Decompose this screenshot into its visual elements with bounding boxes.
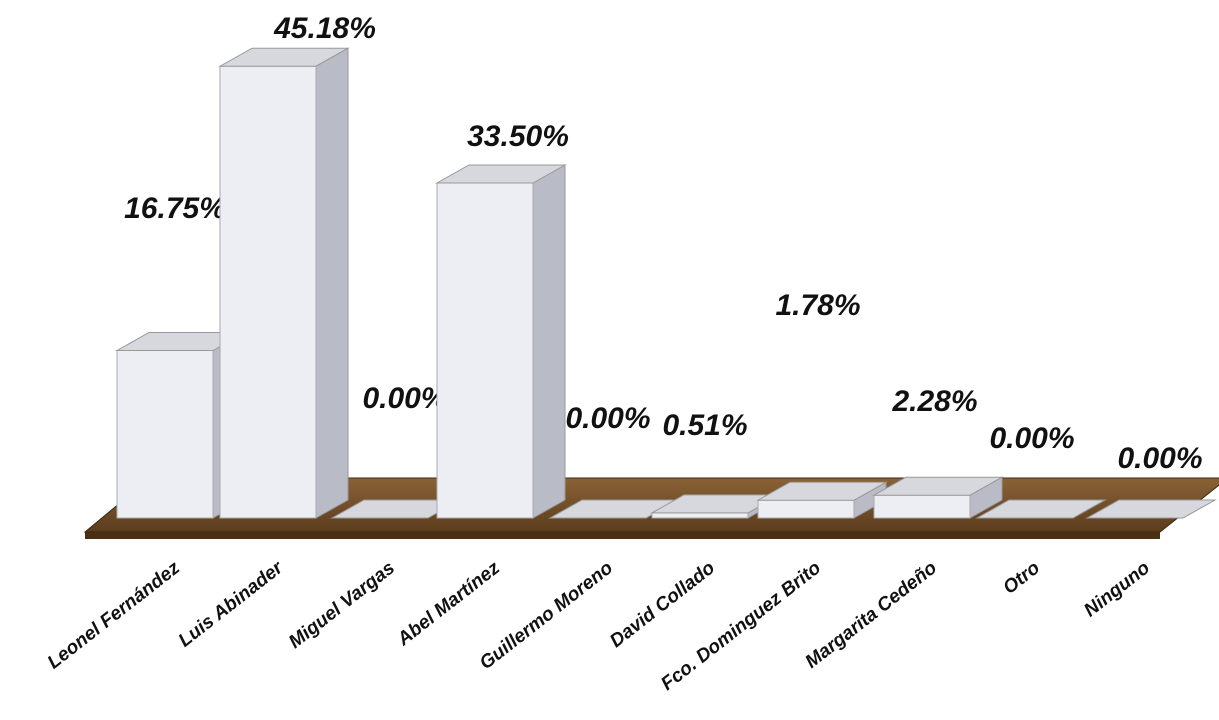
- category-label: Leonel Fernández: [44, 557, 185, 673]
- bar: [757, 499, 855, 519]
- floor-edge: [85, 532, 1160, 539]
- bar-top: [756, 481, 888, 501]
- value-label: 1.78%: [775, 289, 860, 322]
- bar-top: [435, 164, 567, 184]
- value-label: 0.00%: [362, 382, 447, 415]
- category-label: Luis Abinader: [175, 556, 288, 651]
- value-label: 0.00%: [989, 422, 1074, 455]
- value-label: 45.18%: [273, 12, 376, 45]
- value-label: 0.51%: [662, 409, 747, 442]
- category-label: Miguel Vargas: [285, 557, 399, 652]
- bar-top: [872, 476, 1004, 496]
- value-label: 0.00%: [1117, 442, 1202, 475]
- bar-top: [975, 499, 1107, 519]
- category-label: David Collado: [606, 557, 719, 652]
- category-label: Otro: [999, 557, 1044, 598]
- bar: [651, 512, 749, 519]
- value-label: 0.00%: [565, 402, 650, 435]
- bar-top: [1085, 499, 1217, 519]
- bar-side: [532, 164, 566, 519]
- value-label: 33.50%: [467, 120, 569, 153]
- category-label: Ninguno: [1080, 557, 1154, 621]
- bar-top: [218, 47, 350, 67]
- category-label: Abel Martínez: [393, 557, 504, 651]
- bar: [219, 65, 317, 519]
- value-label: 16.75%: [124, 192, 226, 225]
- bar-side: [315, 47, 349, 519]
- bar: [116, 350, 214, 519]
- bar: [873, 494, 971, 519]
- bar: [436, 182, 534, 519]
- value-label: 2.28%: [891, 385, 977, 418]
